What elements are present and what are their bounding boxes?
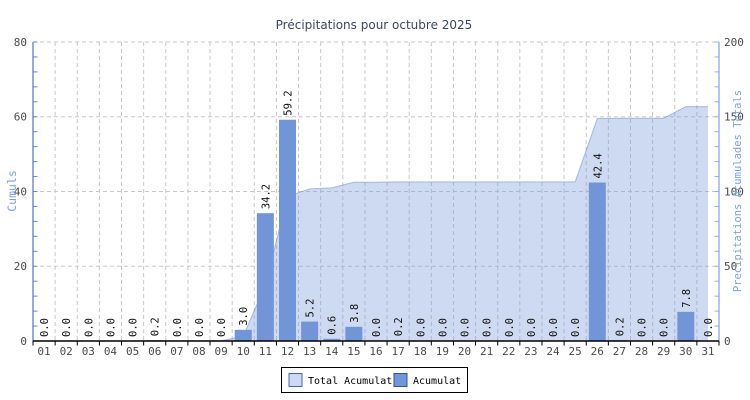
bar-day-12 [278,119,296,342]
left-axis-title: Cumuls [5,170,19,212]
x-axis-tick-label: 05 [126,345,139,358]
bar-value-labels: 0.0 0.0 0.0 0.0 0.0 0.2 0.0 0.0 0.0 3.0 34.2 59.2 5.… [39,90,715,337]
bar-value-label-day-23: 0.0 [526,318,538,337]
right-axis-tick-label: 200 [724,36,744,49]
x-axis-tick-label: 24 [546,345,560,358]
bar-value-label-day-16: 0.0 [371,318,383,337]
right-axis-tick-label: 150 [724,111,744,124]
x-axis-tick-label: 08 [192,345,205,358]
x-axis-tick-label: 18 [414,345,427,358]
bar-value-label-day-11: 34.2 [260,184,272,209]
x-axis-tick-label: 09 [214,345,227,358]
bar-value-label-day-26: 42.4 [592,153,604,178]
bar-day-13 [301,321,319,341]
bar-day-14 [323,338,341,341]
grid-lines [33,41,719,341]
x-axis-tick-label: 25 [569,345,582,358]
bar-value-label-day-07: 0.0 [172,318,184,337]
x-axis-tick-label: 03 [82,345,95,358]
left-axis-tick-label: 20 [14,260,27,273]
bar-value-label-day-08: 0.0 [194,318,206,337]
x-axis-tick-label: 14 [325,345,339,358]
x-axis-tick-label: 01 [37,345,50,358]
x-axis-tick-label: 21 [480,345,493,358]
bar-value-label-day-05: 0.0 [128,318,140,337]
x-axis-tick-label: 26 [591,345,604,358]
right-axis-title: Precipitations Acumulades Totals [732,90,744,292]
axis-tick-labels: 0 20 40 60 80 0 50 100 150 200 01 02 03 04 05 06 07 08 09 1… [14,36,744,358]
bar-value-label-day-31: 0.0 [703,318,715,337]
x-axis-tick-label: 11 [259,345,272,358]
bar-value-label-day-17: 0.2 [393,317,405,336]
bar-value-label-day-02: 0.0 [61,318,73,337]
legend-swatch-acumulat [393,373,408,387]
x-axis-tick-label: 27 [613,345,626,358]
x-axis-tick-label: 22 [502,345,515,358]
axes [32,41,720,346]
bar-value-label-day-14: 0.6 [327,316,339,335]
bar-value-label-day-19: 0.0 [437,318,449,337]
chart-title: Précipitations pour octubre 2025 [276,18,473,32]
bar-day-10 [234,329,252,341]
legend-label-total-acumulat: Total Acumulat [308,376,392,387]
bar-value-label-day-01: 0.0 [39,318,51,337]
bar-day-11 [256,213,274,341]
x-axis-tick-label: 19 [436,345,449,358]
bar-value-label-day-09: 0.0 [216,318,228,337]
x-axis-tick-label: 28 [635,345,648,358]
bar-value-label-day-12: 59.2 [282,90,294,115]
bar-value-label-day-15: 3.8 [349,304,361,323]
bar-value-label-day-25: 0.0 [570,318,582,337]
legend: Total Acumulat Acumulat [281,367,468,393]
bar-value-label-day-04: 0.0 [105,318,117,337]
legend-label-acumulat: Acumulat [413,376,461,387]
x-axis-tick-label: 30 [679,345,692,358]
left-axis-tick-label: 80 [14,36,27,49]
bar-value-label-day-06: 0.2 [150,317,162,336]
bar-value-label-day-13: 5.2 [305,299,317,318]
legend-box [281,367,468,393]
left-axis-tick-label: 0 [20,335,27,348]
x-axis-tick-label: 23 [524,345,537,358]
x-axis-tick-label: 07 [170,345,183,358]
bar-day-26 [588,182,606,341]
x-axis-tick-label: 10 [237,345,250,358]
bar-day-30 [677,311,695,341]
bar-day-15 [345,326,363,341]
bar-value-label-day-21: 0.0 [482,318,494,337]
right-axis-tick-label: 100 [724,185,744,198]
x-axis-tick-label: 31 [701,345,714,358]
right-axis-tick-label: 50 [724,260,737,273]
left-axis-tick-label: 40 [14,185,27,198]
bar-value-label-day-30: 7.8 [681,289,693,308]
daily-bars-series [146,119,695,342]
right-axis-tick-label: 0 [724,335,731,348]
x-axis-tick-label: 06 [148,345,161,358]
x-axis-tick-label: 17 [392,345,405,358]
left-axis-tick-label: 60 [14,111,27,124]
bar-value-label-day-29: 0.0 [659,318,671,337]
bar-value-label-day-18: 0.0 [415,318,427,337]
bar-value-label-day-22: 0.0 [504,318,516,337]
bar-value-label-day-28: 0.0 [637,318,649,337]
x-axis-tick-label: 16 [369,345,382,358]
x-axis-tick-label: 13 [303,345,316,358]
bar-value-label-day-10: 3.0 [238,307,250,326]
x-axis-tick-label: 02 [60,345,73,358]
x-axis-tick-label: 04 [104,345,118,358]
legend-swatch-total-acumulat [288,373,303,387]
x-axis-tick-label: 29 [657,345,670,358]
x-axis-tick-label: 15 [347,345,360,358]
bar-value-label-day-03: 0.0 [83,318,95,337]
x-axis-tick-label: 12 [281,345,294,358]
bar-value-label-day-27: 0.2 [614,317,626,336]
bar-value-label-day-24: 0.0 [548,318,560,337]
bar-value-label-day-20: 0.0 [460,318,472,337]
total-acumulat-area [44,106,708,341]
x-axis-tick-label: 20 [458,345,471,358]
